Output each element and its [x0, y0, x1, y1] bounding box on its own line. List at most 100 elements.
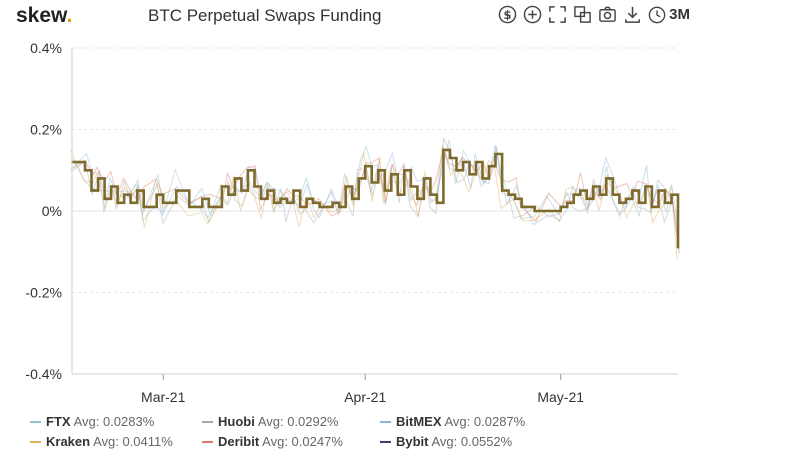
data-point — [377, 169, 380, 172]
data-point — [227, 193, 230, 196]
data-point — [84, 169, 86, 172]
y-tick-label: -0.4% — [25, 366, 62, 382]
legend-swatch — [30, 440, 41, 443]
legend-swatch — [380, 440, 391, 443]
data-point — [403, 169, 406, 172]
data-point — [142, 206, 145, 208]
download-icon[interactable] — [623, 5, 642, 24]
series-line-huobi — [73, 136, 680, 235]
funding-chart[interactable]: 0.4% 0.2% 0% -0.2% -0.4% Mar-21 Apr-21 May-21 — [0, 32, 800, 412]
legend-row-1: FTX Avg: 0.0283% Huobi Avg: 0.0292% BitM… — [30, 414, 590, 434]
legend-item-deribit[interactable]: Deribit Avg: 0.0247% — [202, 434, 343, 449]
data-point — [247, 169, 249, 172]
legend-avg: Avg: 0.0247% — [262, 434, 343, 449]
data-point — [175, 189, 178, 192]
bybit-series — [71, 148, 680, 249]
data-point — [488, 165, 490, 168]
data-point — [266, 189, 269, 192]
data-point — [110, 185, 112, 188]
data-point — [123, 193, 126, 196]
data-point — [370, 181, 373, 184]
series-line-deribit — [71, 147, 680, 254]
legend-avg: Avg: 0.0552% — [431, 434, 513, 449]
legend-name: Deribit — [218, 434, 260, 449]
data-point — [188, 206, 191, 208]
data-point — [670, 193, 673, 196]
y-tick-label: 0.4% — [30, 40, 62, 56]
data-point — [468, 173, 471, 176]
data-point — [481, 177, 484, 180]
data-point — [90, 189, 93, 192]
data-point — [566, 201, 569, 204]
data-point — [501, 189, 503, 192]
data-point — [383, 189, 386, 192]
data-point — [292, 189, 295, 192]
data-point — [416, 197, 419, 200]
data-point — [592, 185, 595, 188]
data-point — [390, 173, 393, 176]
x-tick-label: May-21 — [537, 389, 584, 405]
plus-circle-icon[interactable] — [523, 5, 542, 24]
data-point — [344, 185, 347, 188]
data-point — [97, 177, 99, 180]
legend-name: Huobi — [218, 414, 255, 429]
data-point — [618, 201, 621, 204]
data-point — [605, 177, 608, 180]
data-point — [253, 185, 256, 188]
dollar-icon[interactable]: $ — [498, 5, 517, 24]
legend-swatch — [380, 420, 391, 423]
data-point — [462, 161, 464, 164]
fullscreen-icon[interactable] — [548, 5, 567, 24]
clock-icon — [648, 6, 666, 23]
data-point — [351, 197, 354, 200]
legend-avg: Avg: 0.0411% — [93, 434, 173, 449]
copy-icon[interactable] — [573, 5, 592, 24]
data-point — [207, 206, 210, 208]
chart-title: BTC Perpetual Swaps Funding — [148, 6, 382, 25]
data-point — [305, 197, 308, 200]
data-point — [234, 177, 236, 180]
data-point — [475, 161, 477, 164]
chart-legend: FTX Avg: 0.0283% Huobi Avg: 0.0292% BitM… — [30, 414, 590, 454]
data-point — [116, 201, 119, 204]
legend-item-huobi[interactable]: Huobi Avg: 0.0292% — [202, 414, 339, 429]
data-point — [279, 197, 282, 200]
legend-swatch — [202, 420, 213, 423]
legend-item-bitmex[interactable]: BitMEX Avg: 0.0287% — [380, 414, 525, 429]
data-point — [559, 206, 562, 208]
y-tick-label: 0.2% — [30, 122, 62, 138]
data-point — [396, 193, 399, 196]
legend-item-ftx[interactable]: FTX Avg: 0.0283% — [30, 414, 154, 429]
time-range-selector[interactable]: 3M — [648, 6, 690, 24]
legend-item-bybit[interactable]: Bybit Avg: 0.0552% — [380, 434, 512, 449]
data-point — [318, 206, 321, 208]
skew-logo[interactable]: skew. — [16, 4, 73, 27]
data-point — [155, 193, 158, 196]
data-point — [162, 201, 165, 204]
data-point — [507, 193, 510, 196]
data-point — [611, 193, 614, 196]
y-tick-label: -0.2% — [25, 285, 62, 301]
data-point — [338, 206, 341, 208]
data-point — [409, 185, 412, 188]
data-point — [240, 189, 243, 192]
data-point — [429, 193, 432, 196]
time-range-label: 3M — [669, 6, 690, 23]
gridlines — [72, 47, 678, 375]
data-point — [585, 197, 588, 200]
data-point — [331, 201, 334, 204]
data-point — [651, 206, 653, 208]
camera-icon[interactable] — [598, 5, 617, 24]
chart-area: 0.4% 0.2% 0% -0.2% -0.4% Mar-21 Apr-21 May-21 — [0, 32, 800, 412]
legend-avg: Avg: 0.0283% — [73, 414, 155, 429]
legend-row-2: Kraken Avg: 0.0411% Deribit Avg: 0.0247%… — [30, 434, 590, 454]
data-point — [664, 201, 666, 204]
legend-item-kraken[interactable]: Kraken Avg: 0.0411% — [30, 434, 173, 449]
data-point — [624, 197, 627, 200]
legend-name: FTX — [46, 414, 71, 429]
data-point — [598, 193, 601, 196]
data-point — [455, 169, 458, 172]
x-tick-label: Apr-21 — [344, 389, 386, 405]
data-point — [220, 185, 223, 188]
series-line-bybit[interactable] — [72, 148, 680, 248]
